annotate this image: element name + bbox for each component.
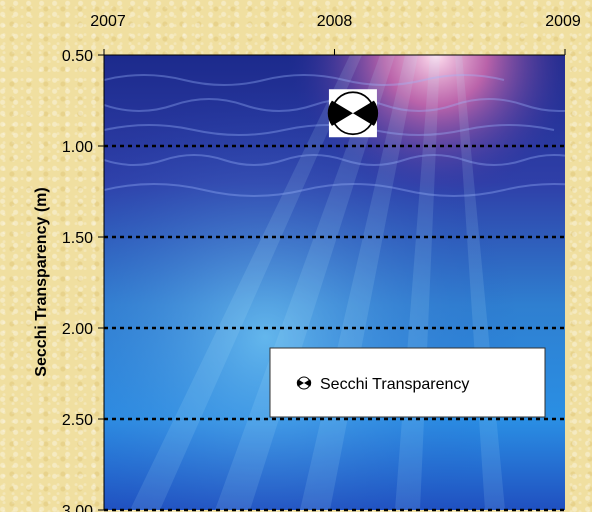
data-point-secchi <box>327 89 379 138</box>
y-tick-label: 3.00 <box>62 503 93 512</box>
x-tick-label: 2008 <box>317 13 353 30</box>
y-tick-label: 0.50 <box>62 48 93 65</box>
y-axis-title: Secchi Transparency (m) <box>33 187 50 376</box>
y-tick-label: 2.00 <box>62 321 93 338</box>
y-tick-label: 1.50 <box>62 230 93 247</box>
y-axis: 0.50 1.00 1.50 2.00 2.50 3.00 <box>62 48 105 512</box>
x-tick-label: 2007 <box>90 13 126 30</box>
legend-box <box>269 347 546 418</box>
legend-marker-icon <box>296 376 312 390</box>
x-tick-label: 2009 <box>545 13 581 30</box>
legend: Secchi Transparency <box>269 347 546 418</box>
y-tick-label: 1.00 <box>62 139 93 156</box>
x-axis: 2007 2008 2009 <box>90 13 581 56</box>
data-points <box>327 89 379 138</box>
legend-label: Secchi Transparency <box>320 376 469 393</box>
y-tick-label: 2.50 <box>62 412 93 429</box>
grid-lines <box>104 144 565 512</box>
